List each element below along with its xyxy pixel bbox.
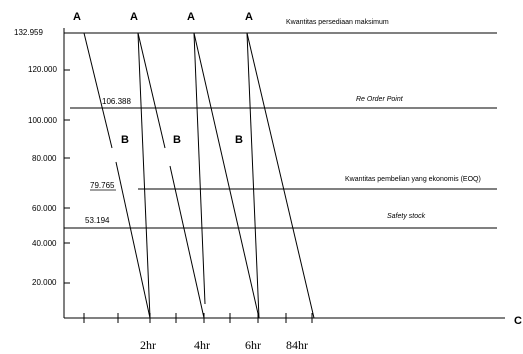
x-axis-end-label: C [514, 315, 522, 327]
x-tick-label: 84hr [286, 338, 308, 352]
usage-line [193, 32, 206, 305]
point-label-b: B [235, 134, 243, 146]
eoq-value: 79.765 [90, 181, 115, 190]
reference-lines [64, 32, 497, 229]
y-tick-label: 60.000 [32, 204, 57, 213]
point-label-a: A [130, 11, 138, 23]
safety-stock-label: Safety stock [387, 213, 426, 220]
point-label-a: A [245, 11, 253, 23]
safety-stock-value: 53.194 [85, 216, 110, 225]
y-tick-label: 120.000 [28, 65, 57, 74]
reorder-point-value: 106.388 [102, 97, 131, 106]
usage-line [246, 32, 315, 319]
point-label-a: A [73, 11, 81, 23]
y-tick-label: 132.959 [14, 28, 43, 37]
eoq-label: Kwantitas pembelian yang ekonomis (EOQ) [345, 176, 481, 183]
x-tick-label: 4hr [194, 338, 210, 352]
y-tick-label: 40.000 [32, 239, 57, 248]
point-label-a: A [187, 11, 195, 23]
y-tick-labels: 132.959 120.000 100.000 80.000 60.000 40… [14, 28, 57, 287]
usage-lines [83, 32, 315, 319]
point-label-b: B [173, 134, 181, 146]
y-tick-label: 100.000 [28, 116, 57, 125]
usage-line [137, 32, 166, 149]
usage-line [193, 32, 260, 319]
usage-line [169, 165, 205, 319]
point-labels: A A A A B B B [73, 11, 253, 146]
y-tick-marks [64, 69, 70, 284]
y-tick-label: 20.000 [32, 278, 57, 287]
max-inventory-label: Kwantitas persediaan maksimum [286, 19, 389, 26]
usage-line [115, 161, 151, 319]
x-tick-label: 2hr [140, 338, 156, 352]
reorder-point-label: Re Order Point [356, 96, 404, 103]
y-tick-label: 80.000 [32, 154, 57, 163]
usage-line [246, 32, 260, 319]
point-label-b: B [121, 134, 129, 146]
usage-line [137, 32, 151, 319]
usage-line [83, 32, 113, 149]
x-tick-label: 6hr [245, 338, 261, 352]
x-tick-labels: 2hr 4hr 6hr 84hr [140, 338, 308, 352]
